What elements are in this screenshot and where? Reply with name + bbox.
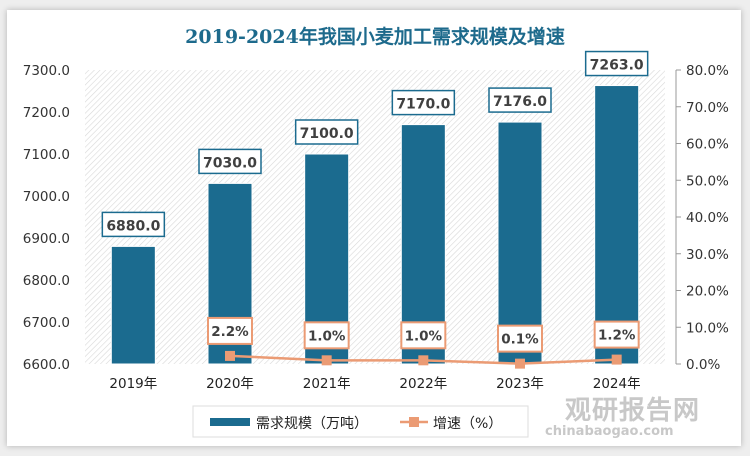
x-axis-tick: 2021年 — [303, 376, 351, 392]
bar — [594, 85, 640, 365]
bar-label-box — [584, 50, 649, 77]
line-label-box — [593, 320, 640, 349]
bar-data-label: 7263.0 — [590, 58, 644, 74]
left-axis-tick: 7300.0 — [23, 63, 70, 79]
x-axis-tick: 2022年 — [399, 376, 447, 392]
left-axis-tick: 6700.0 — [23, 315, 70, 331]
left-axis-tick: 6600.0 — [23, 357, 70, 373]
bar — [497, 121, 543, 365]
line-data-label: 2.2% — [211, 324, 249, 340]
bar-data-label: 7100.0 — [300, 126, 354, 142]
bar-data-label: 6880.0 — [106, 218, 160, 234]
line-marker — [611, 354, 622, 365]
left-axis-tick: 7200.0 — [23, 105, 70, 121]
legend-bar-swatch — [210, 418, 250, 426]
line-marker — [225, 350, 235, 361]
right-axis-tick: 50.0% — [686, 173, 729, 189]
line-data-label: 1.2% — [598, 328, 636, 344]
bar-data-label: 7030.0 — [203, 155, 257, 171]
bar-label-box — [101, 211, 166, 238]
legend-bar-label: 需求规模（万吨） — [256, 416, 368, 432]
line-data-label: 1.0% — [405, 328, 443, 344]
watermark-cn: 观研报告网 — [565, 396, 701, 426]
bar-data-label: 7176.0 — [493, 94, 547, 110]
line-marker — [418, 355, 429, 366]
left-axis-tick: 7000.0 — [23, 189, 70, 205]
left-axis-tick: 6800.0 — [23, 273, 70, 289]
bar-label-box — [294, 119, 359, 145]
right-axis-tick: 0.0% — [686, 357, 720, 373]
x-axis-tick: 2024年 — [593, 376, 641, 392]
bar-label-box — [198, 148, 262, 175]
chart-title: 2019-2024年我国小麦加工需求规模及增速 — [185, 25, 565, 48]
right-axis-tick: 70.0% — [686, 100, 729, 116]
line-marker — [321, 355, 332, 366]
right-axis-tick: 80.0% — [686, 63, 729, 79]
line-data-label: 0.1% — [501, 332, 539, 348]
line-data-label: 1.0% — [308, 328, 346, 344]
x-axis-tick: 2019年 — [109, 376, 157, 392]
right-axis-tick: 60.0% — [686, 137, 729, 153]
right-axis-tick: 10.0% — [686, 320, 729, 336]
legend-line-marker — [409, 417, 419, 427]
line-label-box — [497, 324, 543, 353]
bar-label-box — [391, 89, 456, 116]
plot-area — [85, 70, 665, 364]
left-axis-tick: 7100.0 — [23, 147, 70, 163]
line-marker — [515, 358, 525, 369]
line-label-box — [400, 321, 447, 350]
x-axis-tick: 2020年 — [206, 376, 254, 392]
left-axis-tick: 6900.0 — [23, 231, 70, 247]
bar — [110, 245, 156, 365]
bar-label-box — [488, 87, 552, 113]
right-axis-tick: 20.0% — [686, 284, 729, 300]
right-axis-tick: 40.0% — [686, 210, 729, 226]
x-axis-tick: 2023年 — [496, 376, 544, 392]
line-label-box — [303, 321, 350, 350]
legend-line-label: 增速（%） — [433, 416, 502, 432]
bar-data-label: 7170.0 — [396, 97, 450, 113]
line-label-box — [207, 316, 253, 345]
right-axis-tick: 30.0% — [686, 247, 729, 263]
watermark-en: chinabaogao.com — [545, 424, 674, 439]
watermark: 观研报告网 chinabaogao.com — [545, 398, 700, 438]
